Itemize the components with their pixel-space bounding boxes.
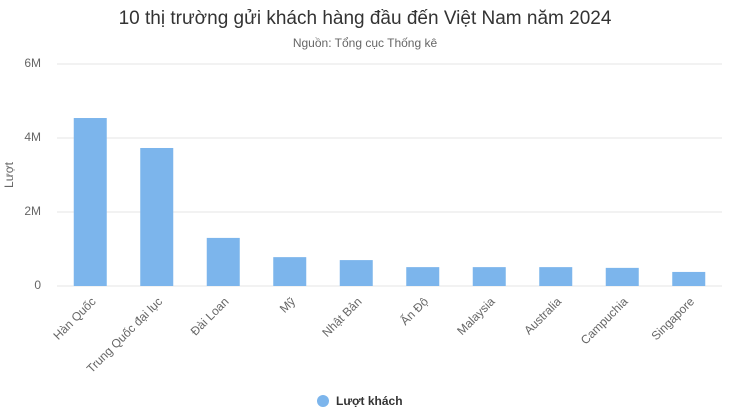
chart-subtitle: Nguồn: Tổng cục Thống kê <box>293 36 438 50</box>
y-tick-label: 6M <box>24 56 41 70</box>
bar <box>472 267 506 286</box>
bar <box>140 147 174 286</box>
bar <box>73 118 107 287</box>
y-axis-label: Lượt <box>2 161 16 188</box>
bar <box>273 257 307 286</box>
bar <box>339 260 373 286</box>
x-tick-label: Mỹ <box>277 294 298 315</box>
x-tick-label: Đài Loan <box>188 294 232 338</box>
x-tick-label: Australia <box>521 294 564 337</box>
bar <box>206 237 240 286</box>
legend-marker <box>317 395 329 407</box>
x-tick-label: Nhật Bản <box>319 294 364 339</box>
x-tick-label: Malaysia <box>454 294 498 338</box>
x-tick-label: Campuchia <box>578 294 631 347</box>
y-tick-label: 0 <box>34 278 41 292</box>
bar <box>539 267 573 286</box>
bar <box>672 271 706 286</box>
chart-title: 10 thị trường gửi khách hàng đầu đến Việ… <box>119 8 612 29</box>
x-tick-label: Singapore <box>649 294 698 343</box>
y-tick-label: 2M <box>24 204 41 218</box>
bar <box>406 267 440 286</box>
y-tick-label: 4M <box>24 130 41 144</box>
x-tick-label: Ấn Độ <box>397 294 431 328</box>
legend-label: Lượt khách <box>336 394 403 408</box>
bar <box>605 267 639 286</box>
x-tick-label: Hàn Quốc <box>51 294 99 342</box>
